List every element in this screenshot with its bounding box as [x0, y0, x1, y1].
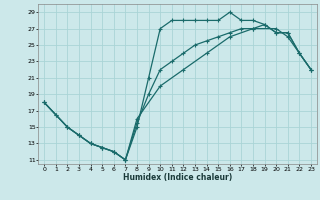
X-axis label: Humidex (Indice chaleur): Humidex (Indice chaleur) [123, 173, 232, 182]
